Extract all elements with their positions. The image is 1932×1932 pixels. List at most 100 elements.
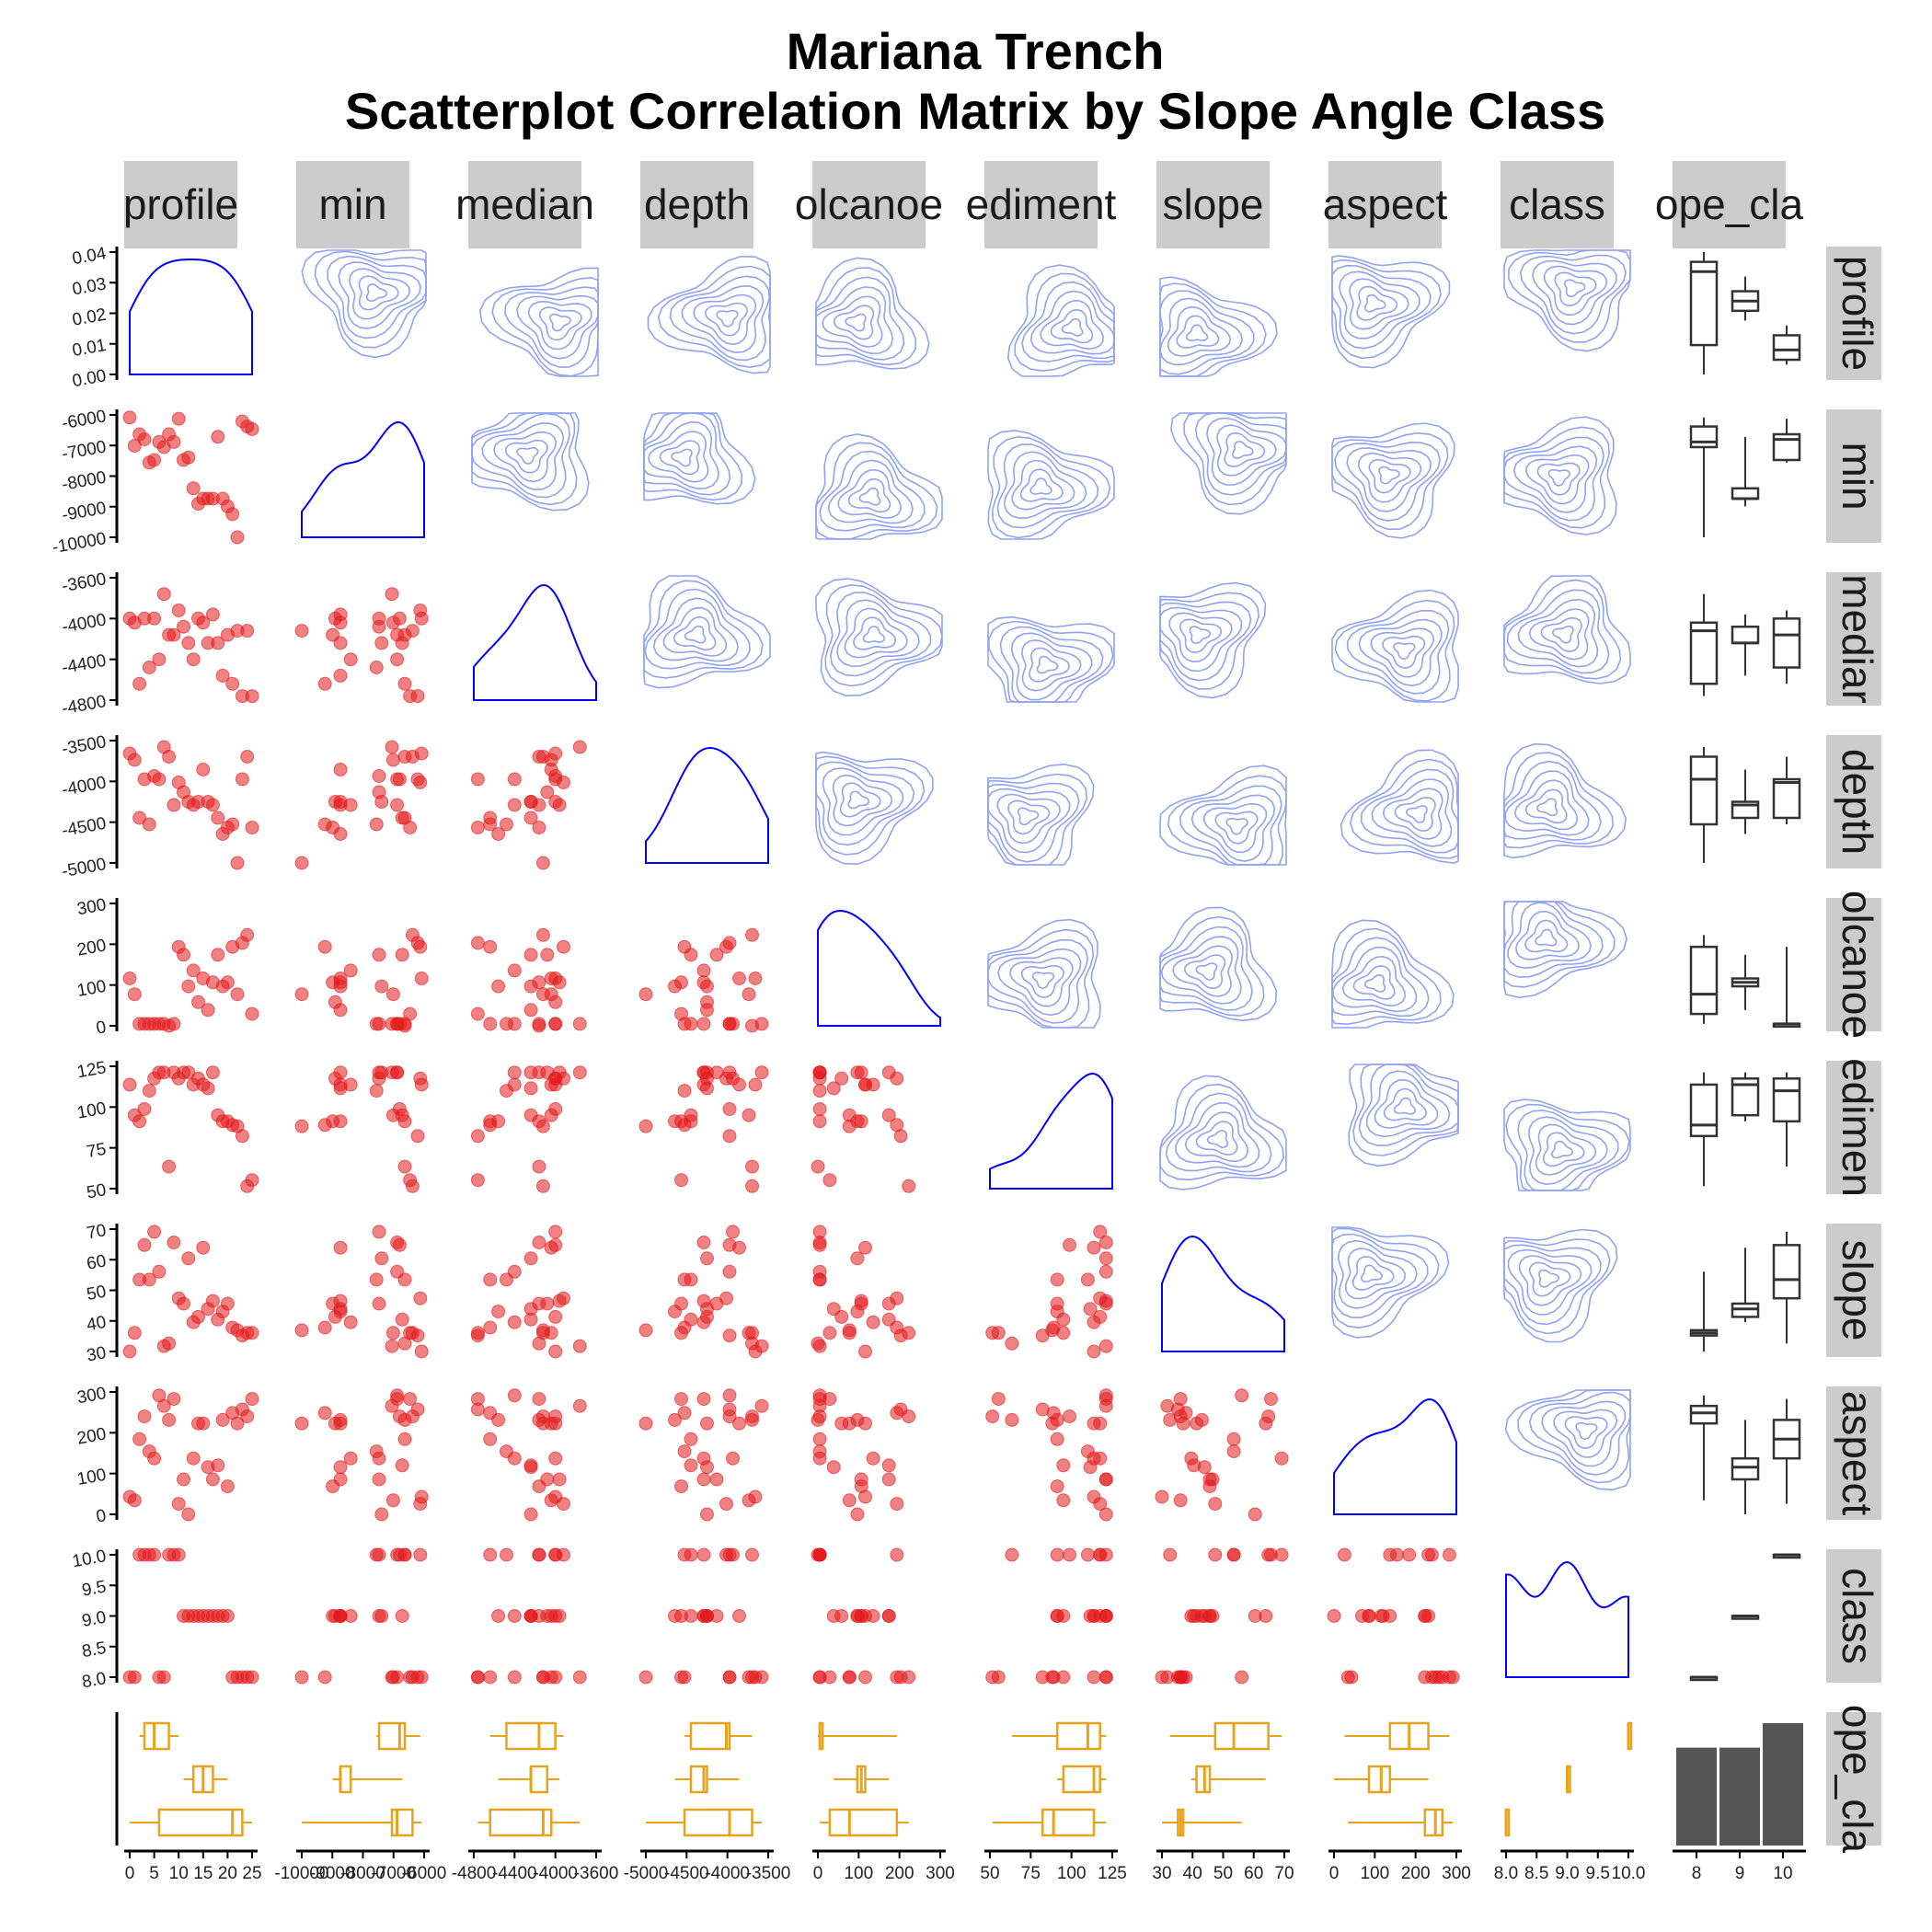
contour-line bbox=[681, 285, 765, 354]
contour-line bbox=[1542, 1132, 1585, 1167]
scatter-point bbox=[294, 1323, 309, 1338]
scatter-point bbox=[220, 1479, 235, 1494]
contour-line bbox=[1172, 945, 1233, 997]
contour-line bbox=[1340, 749, 1459, 865]
scatter-point bbox=[1063, 1547, 1076, 1562]
panel-depth-volcanoes bbox=[815, 751, 934, 866]
scatter-point bbox=[991, 1392, 1006, 1407]
scatter-point bbox=[142, 661, 156, 674]
panel-volcanoes-median bbox=[470, 927, 587, 1033]
scatter-point bbox=[532, 975, 546, 990]
contour-line bbox=[1538, 1269, 1560, 1288]
scatter-point bbox=[137, 432, 152, 447]
panel-depth-sediment bbox=[987, 763, 1095, 866]
scatter-point bbox=[1083, 1302, 1098, 1317]
scatter-point bbox=[902, 1670, 916, 1685]
panel-class-slope_class bbox=[1689, 1553, 1801, 1682]
contour-line bbox=[1159, 606, 1243, 673]
scatter-point bbox=[881, 1472, 896, 1487]
scatter-point bbox=[748, 1077, 763, 1092]
scatter-point bbox=[483, 1017, 498, 1031]
scatter-point bbox=[523, 1458, 538, 1473]
panel-depth-aspect bbox=[1340, 749, 1459, 865]
scatter-point bbox=[317, 676, 332, 691]
contour-line bbox=[815, 257, 930, 370]
scatter-point bbox=[240, 1409, 255, 1424]
strip-background bbox=[640, 161, 753, 248]
scatter-point bbox=[745, 1018, 759, 1033]
contour-line bbox=[1405, 805, 1428, 823]
scatter-point bbox=[1259, 1609, 1273, 1623]
scatter-point bbox=[333, 1460, 348, 1475]
scatter-point bbox=[745, 1409, 759, 1424]
scatter-point bbox=[152, 652, 167, 667]
contour-line bbox=[1374, 1078, 1439, 1129]
panel-min-class bbox=[1503, 416, 1617, 535]
boxplot-box bbox=[1731, 1456, 1760, 1481]
contour-line bbox=[1160, 936, 1242, 1005]
scatter-point bbox=[395, 1312, 409, 1327]
scatter-point bbox=[333, 798, 348, 812]
scatter-point bbox=[854, 1609, 868, 1623]
scatter-point bbox=[523, 1251, 538, 1266]
column-strip-min: min bbox=[296, 161, 409, 248]
boxplot-box bbox=[1772, 777, 1801, 820]
scatter-point bbox=[500, 1547, 513, 1562]
contour-line bbox=[839, 782, 881, 818]
scatter-point bbox=[405, 927, 420, 942]
scatter-point bbox=[205, 1065, 220, 1080]
scatter-point bbox=[294, 1416, 309, 1431]
scatter-point bbox=[470, 1670, 485, 1685]
contour-line bbox=[1206, 1130, 1229, 1149]
y-tick-label: -5000 bbox=[61, 855, 109, 881]
scatter-point bbox=[1098, 1392, 1113, 1407]
scatter-point bbox=[230, 987, 245, 1002]
scatter-point bbox=[385, 753, 400, 767]
panel-volcanoes-slope_class bbox=[1689, 935, 1801, 1029]
scatter-point bbox=[215, 668, 230, 683]
strip-background bbox=[124, 161, 237, 248]
panel-aspect-profile bbox=[122, 1388, 259, 1522]
scatter-point bbox=[1050, 1296, 1064, 1311]
contour-line bbox=[1383, 1087, 1428, 1121]
contour-line bbox=[644, 588, 751, 670]
scatter-point bbox=[881, 1296, 896, 1311]
scatter-point bbox=[854, 1065, 868, 1080]
scatter-point bbox=[317, 1320, 332, 1335]
strip-label: profile bbox=[1834, 256, 1881, 371]
scatter-point bbox=[177, 1296, 190, 1311]
scatter-point bbox=[842, 1323, 857, 1338]
scatter-point bbox=[390, 1264, 405, 1279]
scatter-point bbox=[812, 1114, 827, 1129]
scatter-point bbox=[535, 1409, 550, 1424]
contour-line bbox=[1331, 589, 1459, 703]
panel-volcanoes-min bbox=[294, 927, 429, 1033]
scatter-point bbox=[162, 1159, 177, 1174]
panel-slope-slope bbox=[1161, 1235, 1285, 1352]
scatter-point bbox=[890, 1547, 904, 1562]
panel-volcanoes-class bbox=[1503, 901, 1627, 999]
strip-label: olcanoe bbox=[1834, 891, 1881, 1039]
scatter-point bbox=[122, 1344, 137, 1359]
y-tick-label: -4000 bbox=[61, 610, 109, 637]
scatter-point bbox=[535, 856, 550, 870]
scatter-point bbox=[177, 619, 190, 634]
contour-line bbox=[684, 625, 707, 644]
x-tick-label: 9.0 bbox=[1555, 1864, 1579, 1883]
scatter-point bbox=[294, 624, 309, 638]
contour-line bbox=[1357, 452, 1422, 503]
contour-line bbox=[1358, 618, 1443, 687]
strip-background bbox=[984, 161, 1098, 248]
scatter-point bbox=[326, 1609, 340, 1623]
scatter-point bbox=[343, 652, 358, 667]
scatter-point bbox=[333, 607, 348, 622]
boxplot-box bbox=[529, 1765, 549, 1794]
scatter-point bbox=[709, 948, 724, 962]
boxplot-box bbox=[1423, 1808, 1444, 1837]
row-strip-aspect: aspect bbox=[1826, 1386, 1881, 1520]
scatter-point bbox=[1087, 1416, 1101, 1431]
scatter-point bbox=[385, 987, 400, 1002]
scatter-point bbox=[1063, 1409, 1076, 1424]
scatter-point bbox=[483, 1118, 498, 1133]
